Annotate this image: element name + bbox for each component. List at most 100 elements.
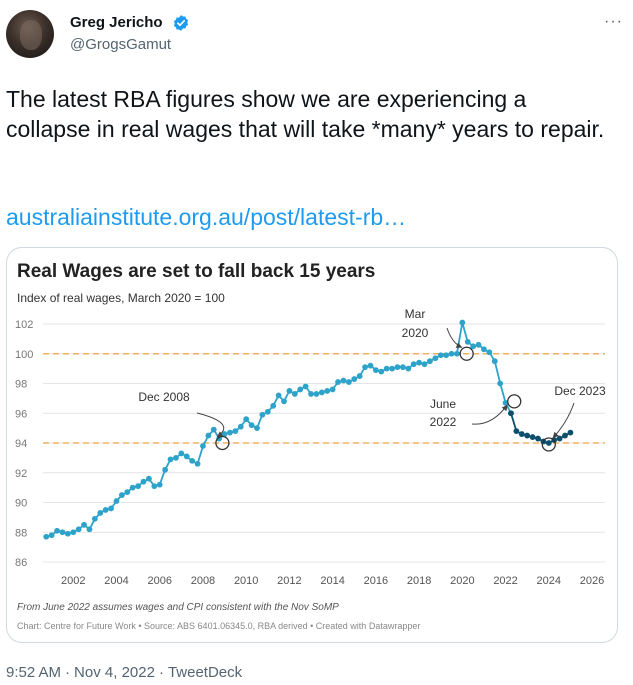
data-point xyxy=(43,533,50,540)
data-point xyxy=(318,389,325,396)
data-point xyxy=(464,338,471,345)
annotation-arrow xyxy=(552,402,575,439)
chart-card[interactable]: Real Wages are set to fall back 15 years… xyxy=(6,247,618,643)
x-tick-label: 2002 xyxy=(61,575,85,587)
data-point xyxy=(410,361,417,368)
annotation-marker xyxy=(541,437,556,452)
data-point xyxy=(264,408,271,415)
y-tick-label: 100 xyxy=(15,349,33,361)
data-point xyxy=(405,365,412,372)
annotation-label: Dec 2008 xyxy=(138,390,190,404)
data-point xyxy=(151,483,158,490)
data-point xyxy=(75,526,82,533)
data-point xyxy=(513,428,520,434)
data-point xyxy=(562,432,568,439)
data-point xyxy=(486,349,493,356)
data-point xyxy=(508,410,514,417)
data-point xyxy=(48,532,55,539)
x-tick-label: 2004 xyxy=(104,575,128,587)
tweet-timestamp: 9:52 AM · Nov 4, 2022 · TweetDeck xyxy=(6,664,246,681)
tweet-date[interactable]: Nov 4, 2022 xyxy=(74,664,155,681)
data-point xyxy=(567,429,574,436)
separator: · xyxy=(65,664,71,681)
data-point xyxy=(524,432,531,439)
x-tick-label: 2024 xyxy=(537,575,561,587)
data-point xyxy=(545,440,552,446)
data-point xyxy=(437,352,444,359)
data-point xyxy=(178,450,185,457)
annotation-marker xyxy=(459,346,474,361)
data-point xyxy=(64,530,71,537)
data-point xyxy=(372,367,379,374)
data-point xyxy=(329,386,336,393)
chart-credit: Chart: Centre for Future Work • Source: … xyxy=(17,621,420,631)
annotation-label: Mar xyxy=(405,307,426,321)
data-point xyxy=(118,492,125,498)
chart-title: Real Wages are set to fall back 15 years xyxy=(17,261,375,282)
tweet-text: The latest RBA figures show we are exper… xyxy=(6,86,605,142)
tweet-client[interactable]: TweetDeck xyxy=(167,664,243,681)
data-point xyxy=(108,505,114,512)
annotation-label: 2020 xyxy=(402,326,429,340)
x-tick-label: 2020 xyxy=(450,575,474,587)
y-tick-label: 86 xyxy=(15,557,27,569)
data-point xyxy=(356,373,363,379)
data-point xyxy=(97,510,104,516)
data-point xyxy=(146,475,152,482)
data-point xyxy=(427,358,433,365)
more-options-button[interactable]: ··· xyxy=(604,13,623,30)
data-point xyxy=(113,498,120,504)
data-point xyxy=(291,391,298,397)
data-point xyxy=(259,411,266,418)
data-point xyxy=(167,456,174,463)
data-point xyxy=(470,343,477,350)
y-tick-label: 98 xyxy=(15,379,27,391)
data-point xyxy=(340,377,347,384)
data-point xyxy=(162,466,169,473)
author-avatar[interactable] xyxy=(6,10,54,58)
data-point xyxy=(432,355,439,362)
data-point xyxy=(232,428,239,434)
tweet-time[interactable]: 9:52 AM xyxy=(6,664,62,681)
chart-notes: From June 2022 assumes wages and CPI con… xyxy=(17,602,339,613)
x-tick-label: 2016 xyxy=(364,575,388,587)
x-tick-label: 2022 xyxy=(493,575,517,587)
data-point xyxy=(124,489,131,495)
data-point xyxy=(502,399,509,406)
author-handle[interactable]: @GrogsGamut xyxy=(70,36,172,53)
data-point xyxy=(227,429,233,436)
data-point xyxy=(454,350,460,357)
data-point xyxy=(156,481,163,488)
x-tick-label: 2010 xyxy=(234,575,258,587)
data-point xyxy=(313,391,320,397)
annotation-label: Dec 2023 xyxy=(554,384,606,398)
annotation-marker xyxy=(507,394,522,409)
data-point xyxy=(481,346,487,353)
data-point xyxy=(351,376,358,382)
data-point xyxy=(399,364,406,371)
data-point xyxy=(86,526,93,533)
data-point xyxy=(335,379,341,385)
x-tick-label: 2018 xyxy=(407,575,431,587)
data-point xyxy=(194,460,201,467)
data-point xyxy=(248,422,255,429)
author-display-name[interactable]: Greg Jericho xyxy=(70,14,163,31)
data-point xyxy=(367,362,374,369)
data-point xyxy=(237,423,244,430)
y-tick-label: 88 xyxy=(15,527,27,539)
data-point xyxy=(459,319,466,326)
data-point xyxy=(394,364,401,371)
data-point xyxy=(173,454,179,461)
data-point xyxy=(497,380,504,387)
tweet-link[interactable]: australiainstitute.org.au/post/latest-rb… xyxy=(6,204,407,230)
data-point xyxy=(102,507,109,513)
y-tick-label: 102 xyxy=(15,319,33,331)
data-point xyxy=(448,350,455,357)
y-tick-label: 92 xyxy=(15,468,27,480)
data-point xyxy=(81,521,87,528)
data-point xyxy=(59,529,66,536)
x-tick-label: 2014 xyxy=(320,575,344,587)
data-point xyxy=(183,453,190,460)
data-point xyxy=(389,365,395,372)
real-wages-chart: Real Wages are set to fall back 15 years… xyxy=(15,261,606,631)
